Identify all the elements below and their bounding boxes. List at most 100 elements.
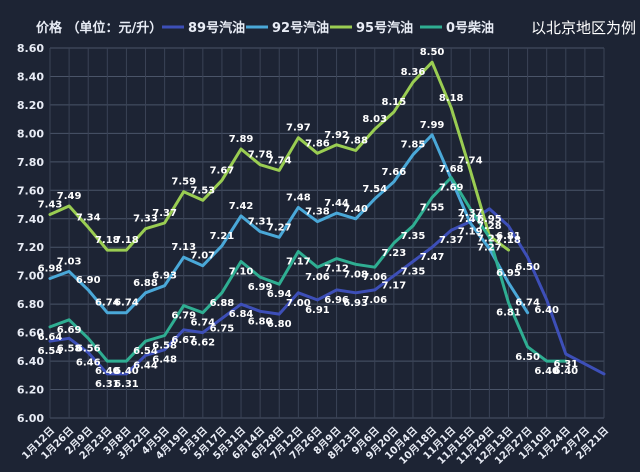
data-label: 7.74 (458, 155, 483, 166)
data-label: 7.08 (343, 269, 368, 280)
data-label: 7.17 (286, 257, 311, 268)
data-label: 7.44 (324, 198, 349, 209)
data-label: 7.48 (286, 192, 311, 203)
data-label: 6.69 (57, 325, 82, 336)
data-label: 7.13 (171, 242, 196, 253)
data-label: 6.74 (515, 298, 540, 309)
gridlines (49, 47, 605, 419)
data-label: 6.48 (152, 355, 177, 366)
y-tick-label: 8.20 (17, 99, 44, 112)
legend-label: 92号汽油 (272, 20, 329, 36)
data-label: 7.17 (382, 281, 407, 292)
data-label: 7.40 (343, 204, 368, 215)
data-label: 6.93 (343, 298, 368, 309)
y-tick-label: 7.00 (17, 270, 44, 283)
data-label: 6.67 (171, 335, 196, 346)
data-label: 7.06 (305, 272, 330, 283)
data-label: 7.37 (439, 235, 464, 246)
data-label: 6.80 (267, 319, 292, 330)
data-label: 6.74 (190, 318, 215, 329)
y-tick-label: 6.20 (17, 384, 44, 397)
data-label: 6.54 (133, 346, 158, 357)
data-label: 6.75 (210, 323, 235, 334)
data-label: 6.62 (190, 338, 215, 349)
data-label: 6.94 (267, 289, 292, 300)
data-label: 7.35 (401, 266, 426, 277)
data-label: 6.31 (553, 359, 578, 370)
data-label: 6.31 (95, 379, 120, 390)
data-label: 7.42 (229, 201, 254, 212)
y-tick-label: 8.00 (17, 127, 44, 140)
data-label: 6.50 (515, 262, 540, 273)
data-label: 7.89 (229, 134, 254, 145)
data-label: 6.98 (38, 264, 63, 275)
data-label: 7.53 (190, 185, 215, 196)
data-label: 7.47 (420, 252, 445, 263)
data-label: 6.81 (496, 231, 521, 242)
legend-label: 95号汽油 (356, 20, 413, 36)
data-label: 7.18 (95, 235, 120, 246)
data-label: 6.79 (171, 311, 196, 322)
data-label: 6.56 (76, 343, 101, 354)
data-label: 7.59 (171, 177, 196, 188)
data-label: 6.40 (95, 366, 120, 377)
series-line (48, 60, 510, 252)
y-tick-label: 6.80 (17, 298, 44, 311)
series-line (48, 133, 530, 315)
data-label: 7.18 (114, 235, 139, 246)
data-label: 7.43 (38, 200, 63, 211)
data-label: 7.34 (76, 212, 101, 223)
data-label: 7.38 (305, 207, 330, 218)
data-label: 7.99 (420, 120, 445, 131)
data-label: 7.00 (286, 298, 311, 309)
y-tick-label: 8.40 (17, 70, 44, 83)
data-label: 7.86 (305, 138, 330, 149)
data-label: 7.85 (401, 140, 426, 151)
data-label: 6.58 (57, 343, 82, 354)
data-label: 7.21 (210, 231, 235, 242)
data-label: 7.49 (57, 191, 82, 202)
data-label: 6.84 (229, 309, 254, 320)
y-tick-label: 6.00 (17, 412, 44, 425)
data-label: 7.88 (343, 135, 368, 146)
data-label: 8.18 (439, 93, 464, 104)
data-label: 7.06 (362, 295, 387, 306)
data-label: 6.40 (534, 305, 559, 316)
data-label: 7.68 (439, 164, 464, 175)
data-label: 8.15 (382, 97, 407, 108)
data-label: 7.06 (362, 272, 387, 283)
data-label: 6.64 (38, 332, 63, 343)
data-label: 7.03 (57, 256, 82, 267)
legend-label: 0号柴油 (446, 20, 494, 36)
data-label: 7.12 (324, 264, 349, 275)
data-label: 6.88 (210, 298, 235, 309)
data-label: 7.97 (286, 123, 311, 134)
data-label: 8.36 (401, 67, 426, 78)
data-label: 8.50 (420, 47, 445, 58)
data-label: 8.03 (362, 114, 387, 125)
y-axis-title: 价格 （单位：元/升） (36, 20, 162, 36)
data-label: 7.35 (401, 231, 426, 242)
series-line (48, 207, 606, 376)
data-label: 6.80 (248, 316, 273, 327)
data-label: 7.19 (458, 227, 483, 238)
y-tick-label: 6.40 (17, 355, 44, 368)
data-label: 6.40 (114, 366, 139, 377)
data-label: 6.96 (324, 295, 349, 306)
data-label: 6.91 (305, 305, 330, 316)
data-label: 7.27 (477, 242, 502, 253)
data-label: 7.37 (152, 208, 177, 219)
data-label: 7.92 (324, 130, 349, 141)
data-label: 6.40 (553, 366, 578, 377)
y-tick-label: 7.40 (17, 213, 44, 226)
data-labels: 7.437.497.347.187.187.337.377.597.537.67… (38, 47, 579, 390)
data-label: 6.46 (76, 358, 101, 369)
data-label: 7.23 (382, 248, 407, 259)
data-label: 7.27 (267, 222, 292, 233)
region-note: 以北京地区为例 (531, 19, 636, 37)
data-label: 6.95 (477, 214, 502, 225)
data-label: 7.37 (458, 208, 483, 219)
y-tick-label: 8.60 (17, 42, 44, 55)
data-label: 7.54 (362, 184, 387, 195)
